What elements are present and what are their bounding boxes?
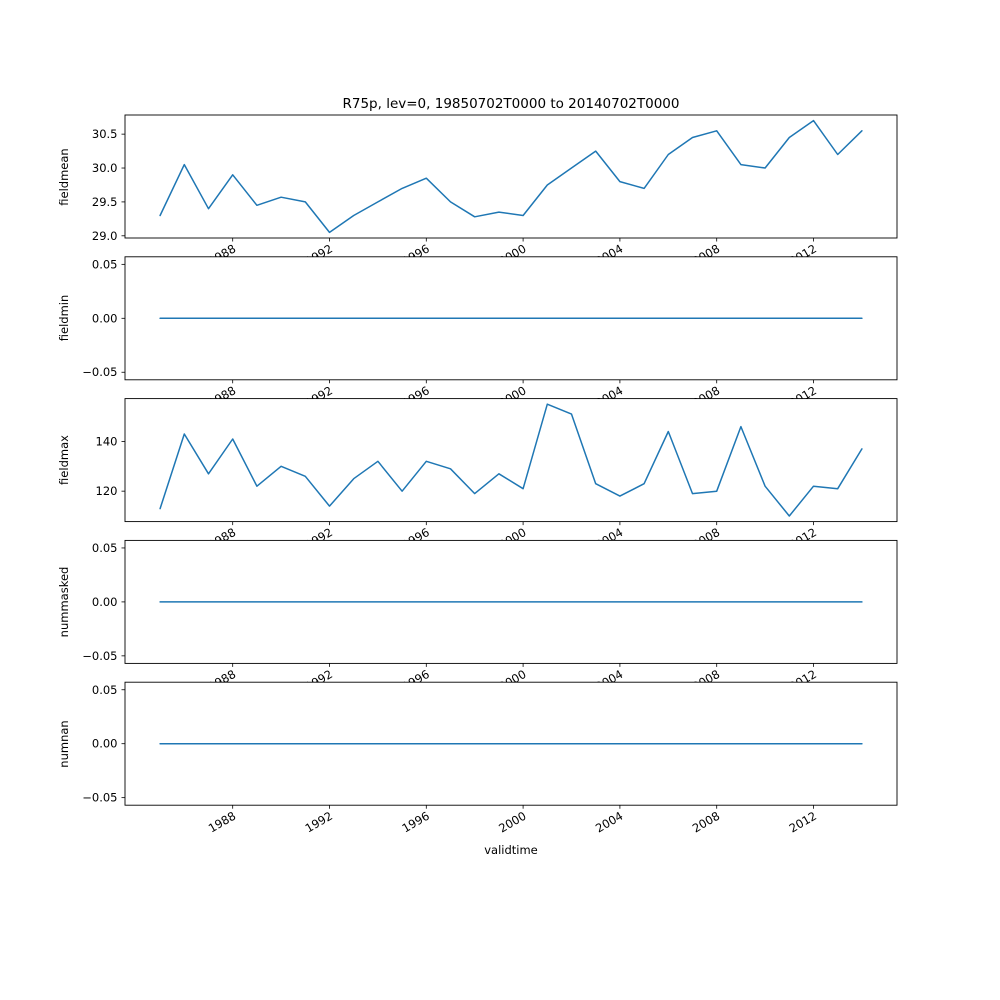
axes-frame-fieldmean <box>124 114 898 239</box>
y-tick-label: 30.5 <box>92 127 118 141</box>
ylabel-fieldmax: fieldmax <box>57 435 71 486</box>
ylabel-nummasked: nummasked <box>57 566 71 638</box>
axes-background-fieldmax <box>125 398 897 522</box>
xlabel-validtime: validtime <box>484 843 538 857</box>
y-tick-label: 29.0 <box>92 229 118 243</box>
y-tick-label: −0.05 <box>82 649 117 663</box>
fieldmean-series-line <box>159 119 863 234</box>
y-tick-label: 0.05 <box>92 541 118 555</box>
axes-frame-nummasked <box>124 539 898 664</box>
x-tick-label: 1988 <box>206 809 238 836</box>
axes-frame-fieldmin <box>124 256 898 381</box>
x-tick-label: 2004 <box>593 809 625 836</box>
x-tick-label: 2000 <box>496 809 528 836</box>
x-tick-label: 1992 <box>303 809 335 836</box>
x-tick-label: 2008 <box>690 809 722 836</box>
x-tick-label: 2012 <box>787 809 819 836</box>
ylabel-numnan: numnan <box>57 719 71 768</box>
y-tick-label: 0.05 <box>92 257 118 271</box>
y-tick-label: 30.0 <box>92 161 118 175</box>
y-tick-label: 140 <box>96 434 118 448</box>
y-tick-label: 0.00 <box>92 737 118 751</box>
y-tick-label: 0.05 <box>92 683 118 697</box>
y-tick-label: 0.00 <box>92 311 118 325</box>
fieldmax-series-line <box>159 403 863 517</box>
y-tick-label: 0.00 <box>92 595 118 609</box>
ylabel-fieldmin: fieldmin <box>57 295 71 342</box>
ylabel-fieldmean: fieldmean <box>57 147 71 206</box>
figure-title: R75p, lev=0, 19850702T0000 to 20140702T0… <box>342 96 680 112</box>
axes-frame-numnan <box>124 681 898 806</box>
y-tick-label: 29.5 <box>92 195 118 209</box>
axes-background-fieldmean <box>125 115 897 238</box>
y-tick-label: 120 <box>96 484 118 498</box>
axes-frame-fieldmax <box>124 398 898 523</box>
x-tick-label: 1996 <box>399 809 431 836</box>
y-tick-label: −0.05 <box>82 365 117 379</box>
y-tick-label: −0.05 <box>82 791 117 805</box>
